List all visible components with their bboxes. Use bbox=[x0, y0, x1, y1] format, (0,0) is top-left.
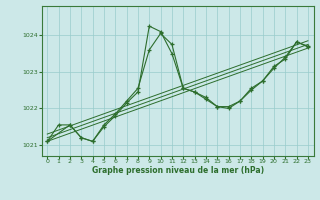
X-axis label: Graphe pression niveau de la mer (hPa): Graphe pression niveau de la mer (hPa) bbox=[92, 166, 264, 175]
